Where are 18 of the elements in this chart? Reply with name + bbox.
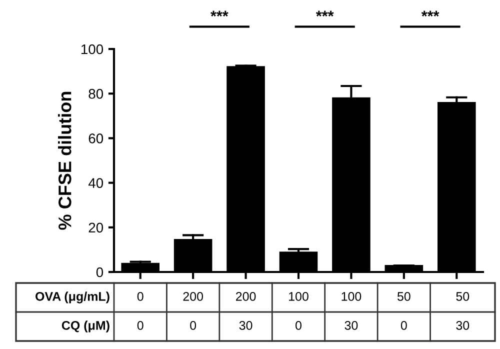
y-tick-label: 0 — [96, 267, 104, 278]
category-label: 0 0 — [137, 292, 144, 330]
y-tick-label: 80 — [88, 88, 104, 99]
category-label: 50 0 — [397, 292, 410, 330]
category-label: 50 30 — [456, 292, 470, 330]
text: *** — [421, 10, 440, 16]
y-axis-title: % CFSE dilution — [58, 92, 72, 230]
y-tick-label: 100 — [81, 44, 104, 54]
text: OVA (μg/mL) CQ (μM) — [36, 292, 110, 332]
y-tick-label: 60 — [88, 134, 104, 144]
y-tick-label: 40 — [88, 178, 104, 188]
text: *** — [316, 10, 334, 16]
y-tick-label: 20 — [88, 222, 104, 233]
category-label: 200 0 — [183, 292, 204, 330]
category-label: 100 0 — [289, 292, 308, 330]
text: *** — [210, 10, 228, 16]
category-label: 100 30 — [342, 292, 362, 330]
category-label: 200 30 — [236, 292, 256, 330]
